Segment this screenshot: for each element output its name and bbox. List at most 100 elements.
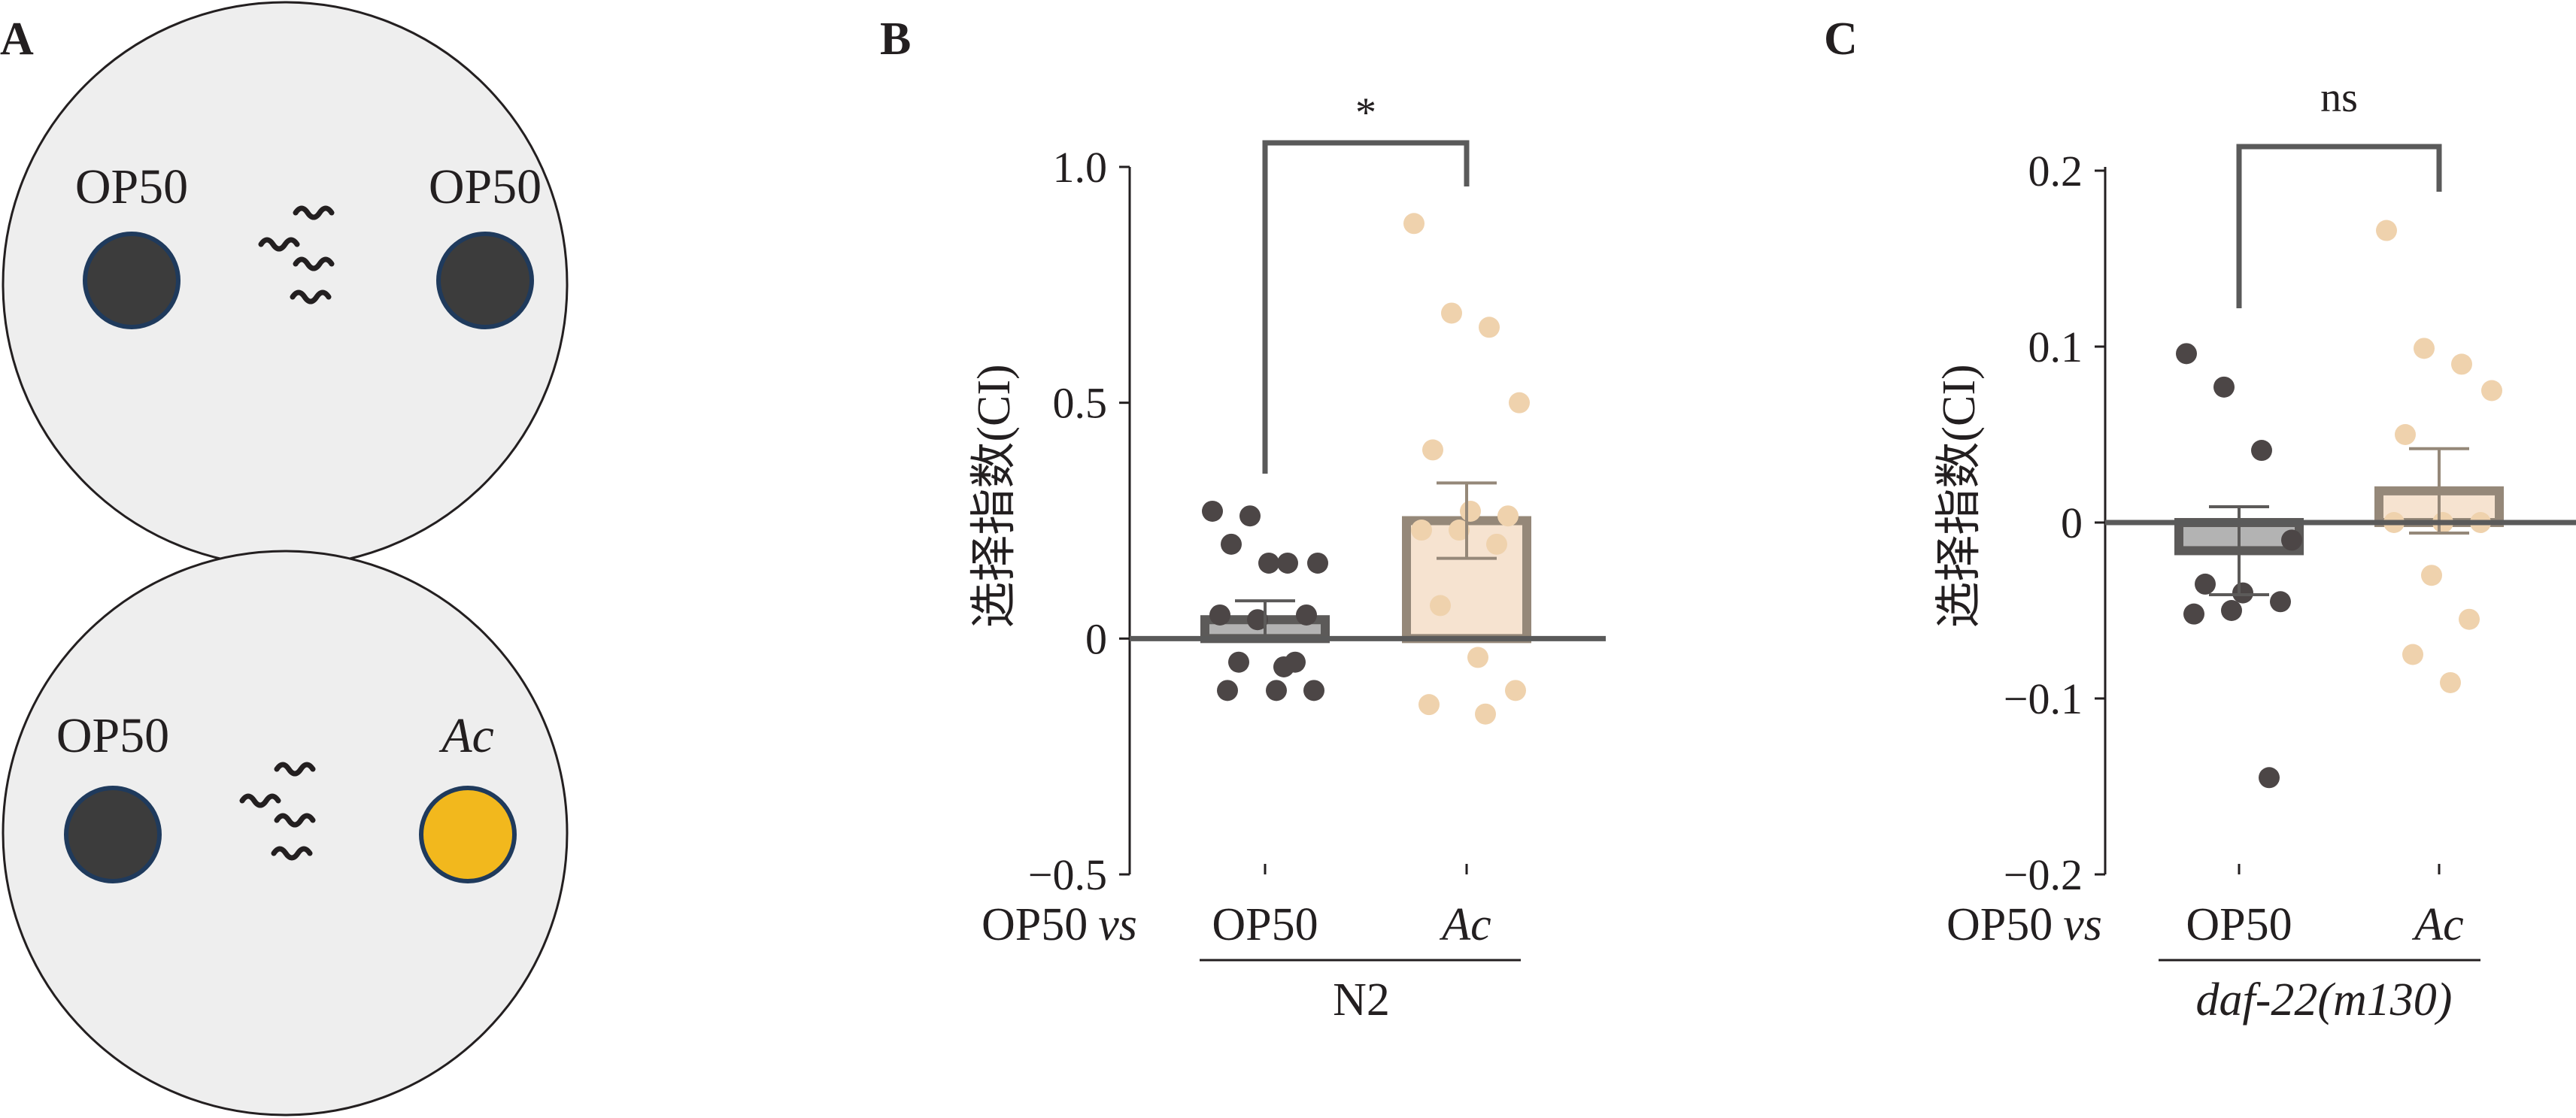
plate-bottom-left-label: OP50 [56,708,169,763]
panel-b-label: B [880,14,911,65]
data-point [1497,505,1519,527]
x-tick-label-op50: OP50 [1212,899,1318,950]
plate-bottom-right-food [419,786,517,883]
data-point [1247,609,1268,631]
data-point [2421,565,2442,586]
plate-top-right-label: OP50 [429,159,542,214]
x-prefix-main: OP50 [1946,899,2053,950]
data-point [1228,651,1249,673]
data-point [1209,604,1230,626]
significance-bracket [1262,140,1470,474]
panel-c-label: C [1824,14,1858,65]
y-axis-label: 选择指数(CI) [1934,364,1985,628]
data-point [2281,529,2302,551]
y-tick-label: −0.5 [1028,850,1107,899]
data-point [1475,703,1496,725]
data-point [1422,439,1443,461]
data-point [1403,213,1425,235]
group-label-n2: N2 [1333,974,1390,1026]
data-point [2251,440,2272,462]
data-point [2459,608,2480,630]
data-point [1467,647,1488,668]
x-prefix-vs: vs [2063,899,2102,950]
data-point [1303,680,1324,701]
data-point [2376,220,2397,241]
data-point [1307,552,1328,574]
x-axis-ticks [2238,864,2441,874]
x-prefix-op50: OP50 vs [1946,899,2102,950]
data-point [1411,520,1432,541]
y-tick-label: 0.1 [2028,323,2083,371]
data-point [1509,392,1530,414]
data-point [2395,424,2416,445]
group-label-strain: daf-22(m130) [2196,974,2453,1026]
x-tick-label-op50: OP50 [2186,899,2292,950]
panel-a: A OP50 OP50 OP50 Ac [0,1,569,1116]
data-point [1449,520,1470,541]
data-point [1460,500,1481,522]
worms-icon [258,205,335,304]
plate-bottom-dish [2,550,569,1116]
y-axis-label: 选择指数(CI) [969,364,1020,628]
significance-bracket [2236,144,2442,308]
data-point [2451,353,2472,375]
y-tick-label: −0.1 [2004,674,2083,723]
data-point [1418,694,1440,716]
data-points [1202,213,1530,725]
error-bars [2209,447,2469,596]
x-tick-label-ac: Ac [2411,899,2463,950]
y-tick-label: 0 [2061,498,2083,547]
x-tick-label-ac: Ac [1439,899,1491,950]
data-point [1266,680,1287,701]
data-point [1277,552,1298,574]
data-point [1479,317,1500,338]
data-point [2232,582,2253,604]
y-tick-label: 0.5 [1053,379,1108,428]
plate-top: OP50 OP50 [2,1,569,568]
plate-top-left-label: OP50 [75,159,188,214]
data-point [2481,380,2502,401]
data-point [1221,533,1242,555]
x-prefix-vs: vs [1098,899,1137,950]
plate-bottom: OP50 Ac [2,550,569,1116]
data-point [1217,680,1238,701]
y-tick-label: 0 [1085,614,1107,663]
data-point [2402,644,2423,665]
data-point [1296,604,1317,626]
data-point [2195,573,2216,595]
data-point [1430,595,1451,617]
panel-b: B 选择指数(CI) 1.00.50−0.5 * OP50 vs OP50 Ac … [880,14,1606,1026]
significance-label: * [1355,89,1376,136]
data-point [1441,302,1462,324]
data-point [1202,500,1223,522]
data-point [1258,552,1279,574]
y-tick-label: 0.2 [2028,147,2083,195]
data-point [2414,338,2435,359]
data-point [2183,603,2204,625]
data-point [2259,767,2280,789]
significance-label: ns [2320,74,2358,121]
x-prefix-main: OP50 [982,899,1088,950]
y-axis-ticks: 0.2 0.1 0 −0.1 −0.2 [2004,147,2105,899]
x-axis-ticks [1264,864,1468,874]
data-point [2176,343,2197,365]
plate-bottom-left-food [64,786,162,883]
y-tick-label: 1.0 [1053,143,1108,192]
x-prefix-op50: OP50 vs [982,899,1137,950]
data-point [1239,505,1261,527]
data-point [2221,600,2242,621]
data-point [2440,671,2461,693]
plate-top-right-food [436,232,534,329]
panel-a-label: A [0,14,34,65]
data-point [2270,591,2291,613]
data-point [2213,376,2235,398]
data-point [1505,680,1526,701]
plate-bottom-right-label: Ac [438,708,494,763]
panel-c: C 选择指数(CI) 0.20.10−0.1−0.2 ns OP50 vs OP5… [1824,14,2576,1026]
y-axis-ticks: 1.0 0.5 0 −0.5 [1028,143,1130,899]
data-point [1486,533,1507,555]
plate-top-left-food [83,232,181,329]
worms-icon [239,762,316,861]
data-point [1273,656,1294,677]
